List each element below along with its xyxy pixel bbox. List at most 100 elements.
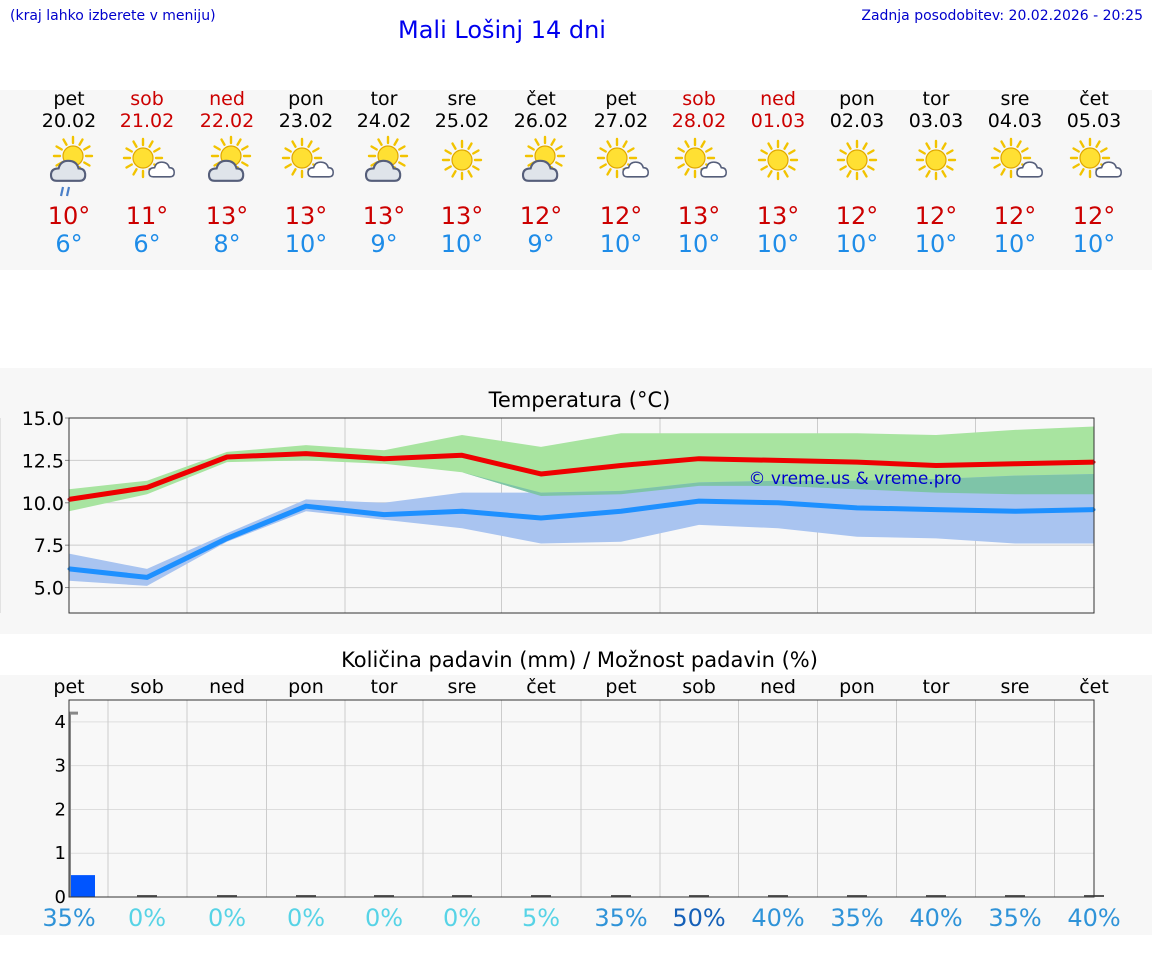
sun-small-cloud-icon: [1054, 132, 1134, 202]
min-range-band: [69, 473, 1094, 586]
day-name: pet: [53, 88, 85, 110]
location-hint[interactable]: (kraj lahko izberete v meniju): [10, 8, 216, 24]
day-name: tor: [922, 88, 950, 110]
day-column: pon 02.03 12° 10°: [817, 88, 897, 258]
day-name: ned: [209, 88, 245, 110]
y-tick-label: 15.0: [22, 408, 64, 430]
forecast-band: [0, 90, 1152, 270]
temperature-chart: 15.0 12.5 10.0 7.5 5.0 © vreme.us & vreme.pro: [0, 408, 1096, 614]
max-temp-point: [304, 452, 308, 456]
sun-small-cloud-icon: [107, 132, 187, 202]
min-temp-point: [225, 536, 229, 540]
y-tick-label: 3: [55, 756, 66, 777]
day-date: 01.03: [750, 110, 806, 132]
min-temp-point: [539, 516, 543, 520]
precip-probability: 0%: [207, 904, 247, 932]
min-temp-point: [304, 504, 308, 508]
max-temp: 12°: [835, 202, 879, 230]
min-temp-point: [460, 509, 464, 513]
min-temp: 10°: [440, 230, 484, 258]
max-temp: 10°: [47, 202, 91, 230]
y-tick-label: 5.0: [34, 578, 64, 600]
x-tick-label: sob: [130, 676, 164, 698]
max-temp-point: [539, 472, 543, 476]
min-temp: 8°: [213, 230, 241, 258]
plot-frame: [68, 417, 1095, 614]
day-column: sob 21.02 11° 6°: [107, 88, 187, 258]
day-column: ned 01.03 13° 10°: [738, 88, 818, 258]
day-name: čet: [1079, 88, 1109, 110]
max-temp: 13°: [362, 202, 406, 230]
min-temp-point: [934, 508, 938, 512]
last-update: Zadnja posodobitev: 20.02.2026 - 20:25: [861, 8, 1143, 24]
y-tick-label: 4: [55, 712, 66, 733]
min-temp: 10°: [599, 230, 643, 258]
sun-small-cloud-icon: [266, 132, 346, 202]
max-temp-point: [855, 460, 859, 464]
precip-probability: 35%: [830, 904, 884, 932]
precip-probability: 0%: [442, 904, 482, 932]
max-temp-point: [225, 455, 229, 459]
sun-small-cloud-icon: [975, 132, 1055, 202]
max-temp-point: [697, 457, 701, 461]
y-tick-label: 10.0: [22, 493, 64, 515]
day-date: 05.03: [1066, 110, 1122, 132]
max-temp-point: [382, 457, 386, 461]
day-name: sre: [1000, 88, 1030, 110]
sun-cloud-icon: [344, 132, 424, 202]
min-temp: 10°: [1072, 230, 1116, 258]
x-tick-label: ned: [760, 676, 796, 698]
day-date: 28.02: [671, 110, 727, 132]
day-name: ned: [760, 88, 796, 110]
day-name: sob: [682, 88, 716, 110]
day-name: pet: [605, 88, 637, 110]
day-date: 24.02: [356, 110, 412, 132]
y-tick-label: 1: [55, 843, 66, 864]
x-tick-label: sre: [448, 676, 477, 698]
max-temp-point: [1013, 462, 1017, 466]
y-tick-label: 12.5: [22, 450, 64, 472]
x-tick-label: tor: [923, 676, 950, 698]
day-name: sre: [447, 88, 477, 110]
day-date: 21.02: [119, 110, 175, 132]
day-date: 25.02: [434, 110, 490, 132]
day-date: 04.03: [987, 110, 1043, 132]
min-temp-point: [619, 509, 623, 513]
x-tick-label: tor: [371, 676, 398, 698]
precip-chart-title: Količina padavin (mm) / Možnost padavin …: [341, 648, 818, 672]
precip-chart: 4 3 2 1 0 pet sob ned pon tor sre čet pet sob ned pon to…: [53, 676, 1109, 908]
day-date: 23.02: [278, 110, 334, 132]
day-column: tor 03.03 12° 10°: [896, 88, 976, 258]
x-tick-label: sob: [682, 676, 716, 698]
max-temp: 13°: [440, 202, 484, 230]
x-tick-label: čet: [1079, 676, 1109, 698]
max-temp-point: [460, 453, 464, 457]
precip-probability: 40%: [909, 904, 963, 932]
min-temp-point: [697, 499, 701, 503]
max-temp-point: [145, 486, 149, 490]
min-temp: 10°: [835, 230, 879, 258]
temperature-chart-title: Temperatura (°C): [488, 388, 671, 412]
sun-small-cloud-icon: [659, 132, 739, 202]
max-temp: 11°: [125, 202, 169, 230]
precip-probability: 35%: [988, 904, 1042, 932]
day-column: sre 25.02 13° 10°: [422, 88, 502, 258]
min-temp-point: [145, 575, 149, 579]
day-column: čet 26.02 12° 9°: [501, 88, 581, 258]
min-temp-point: [382, 513, 386, 517]
precip-bar: [71, 875, 95, 897]
day-name: sob: [130, 88, 164, 110]
day-date: 02.03: [829, 110, 885, 132]
day-name: tor: [370, 88, 398, 110]
max-temp: 13°: [677, 202, 721, 230]
day-column: sre 04.03 12° 10°: [975, 88, 1055, 258]
max-temp: 13°: [756, 202, 800, 230]
precip-probability: 35%: [594, 904, 648, 932]
min-temp: 10°: [677, 230, 721, 258]
y-tick-label: 0: [55, 887, 66, 908]
max-temp: 12°: [519, 202, 563, 230]
min-temp: 10°: [993, 230, 1037, 258]
min-temp: 9°: [370, 230, 398, 258]
day-date: 03.03: [908, 110, 964, 132]
min-temp: 10°: [914, 230, 958, 258]
